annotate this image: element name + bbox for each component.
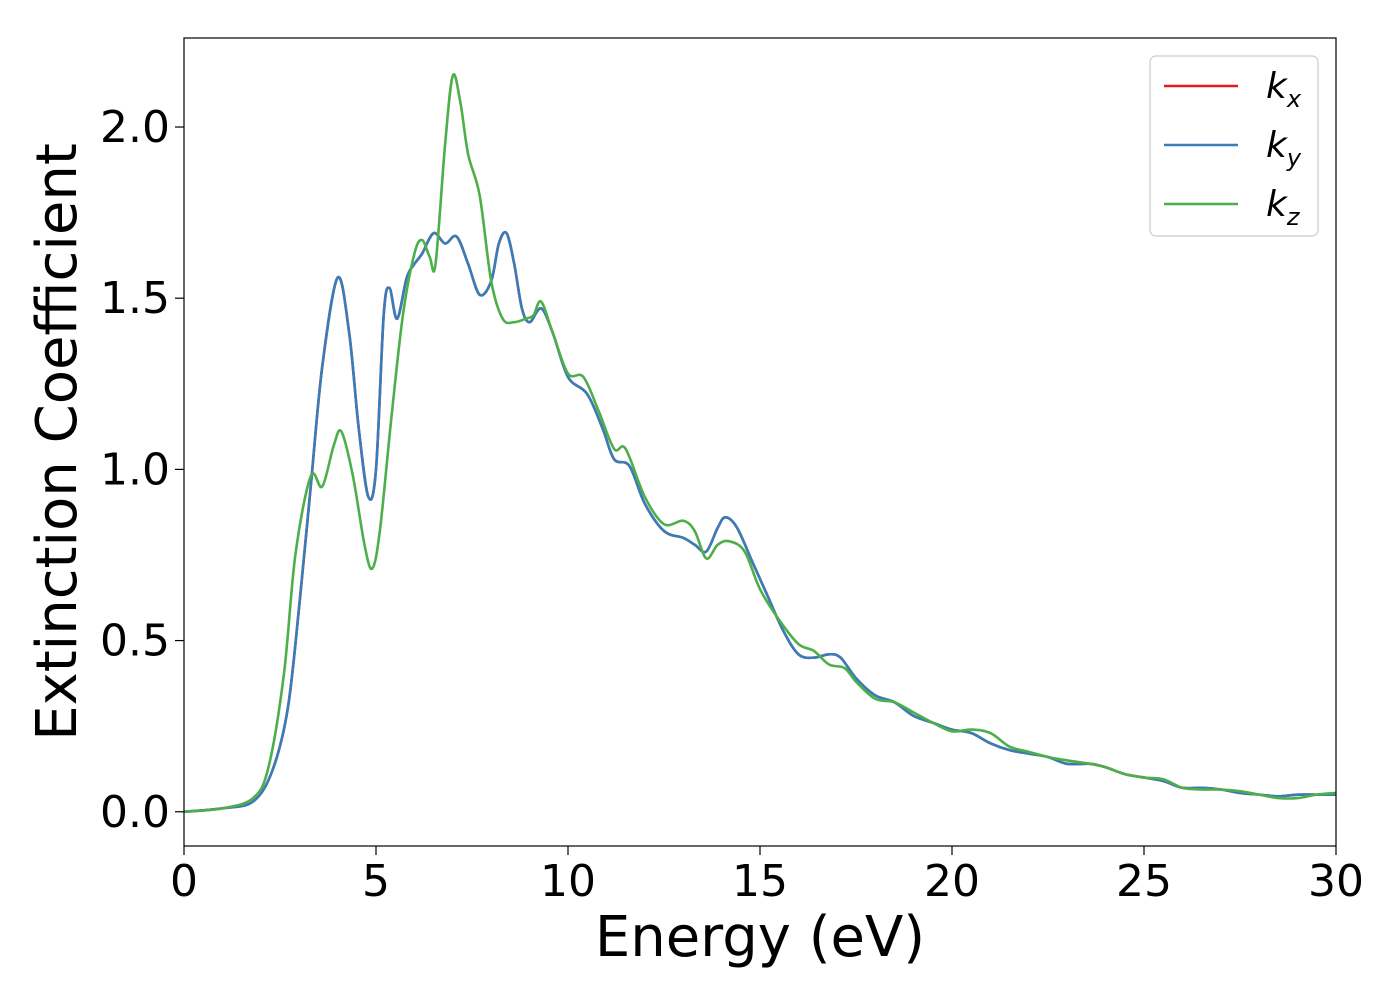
legend-label-y: ky bbox=[1266, 125, 1302, 172]
legend-label-main: k bbox=[1266, 66, 1289, 107]
x-tick-label: 25 bbox=[1116, 856, 1172, 907]
x-tick-label: 10 bbox=[540, 856, 596, 907]
x-tick-label: 15 bbox=[732, 856, 788, 907]
legend-label-z: kz bbox=[1266, 184, 1301, 231]
legend-label-main: k bbox=[1266, 125, 1289, 166]
legend-label-subscript: y bbox=[1286, 144, 1302, 172]
y-tick-label: 2.0 bbox=[100, 102, 170, 153]
y-tick-label: 0.0 bbox=[100, 787, 170, 838]
legend-label-main: k bbox=[1266, 184, 1289, 225]
x-axis: 0 5 10 15 20 25 30 bbox=[170, 846, 1364, 907]
y-tick-label: 1.0 bbox=[100, 444, 170, 495]
x-tick-label: 20 bbox=[924, 856, 980, 907]
series-line-z bbox=[184, 73, 1336, 814]
x-axis-label: Energy (eV) bbox=[595, 905, 925, 970]
y-tick-label: 0.5 bbox=[100, 616, 170, 667]
legend-label-subscript: z bbox=[1286, 203, 1301, 231]
y-axis-label: Extinction Coefficient bbox=[25, 143, 90, 741]
y-axis: 0.0 0.5 1.0 1.5 2.0 bbox=[100, 102, 184, 838]
legend-label-subscript: x bbox=[1286, 85, 1302, 113]
x-tick-label: 0 bbox=[170, 856, 198, 907]
x-tick-label: 5 bbox=[362, 856, 390, 907]
x-tick-label: 30 bbox=[1308, 856, 1364, 907]
legend-label-x: kx bbox=[1266, 66, 1302, 113]
series-layer bbox=[184, 73, 1336, 814]
y-tick-label: 1.5 bbox=[100, 273, 170, 324]
